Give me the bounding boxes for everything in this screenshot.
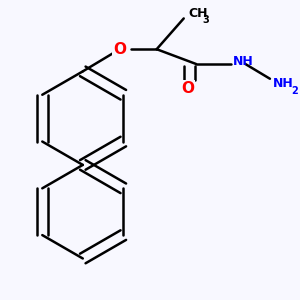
Text: NH: NH bbox=[233, 55, 254, 68]
Text: O: O bbox=[113, 42, 126, 57]
Text: 3: 3 bbox=[203, 15, 210, 25]
Text: CH: CH bbox=[189, 7, 208, 20]
Text: O: O bbox=[181, 81, 194, 96]
Text: NH: NH bbox=[272, 77, 293, 90]
Text: 2: 2 bbox=[292, 86, 298, 96]
